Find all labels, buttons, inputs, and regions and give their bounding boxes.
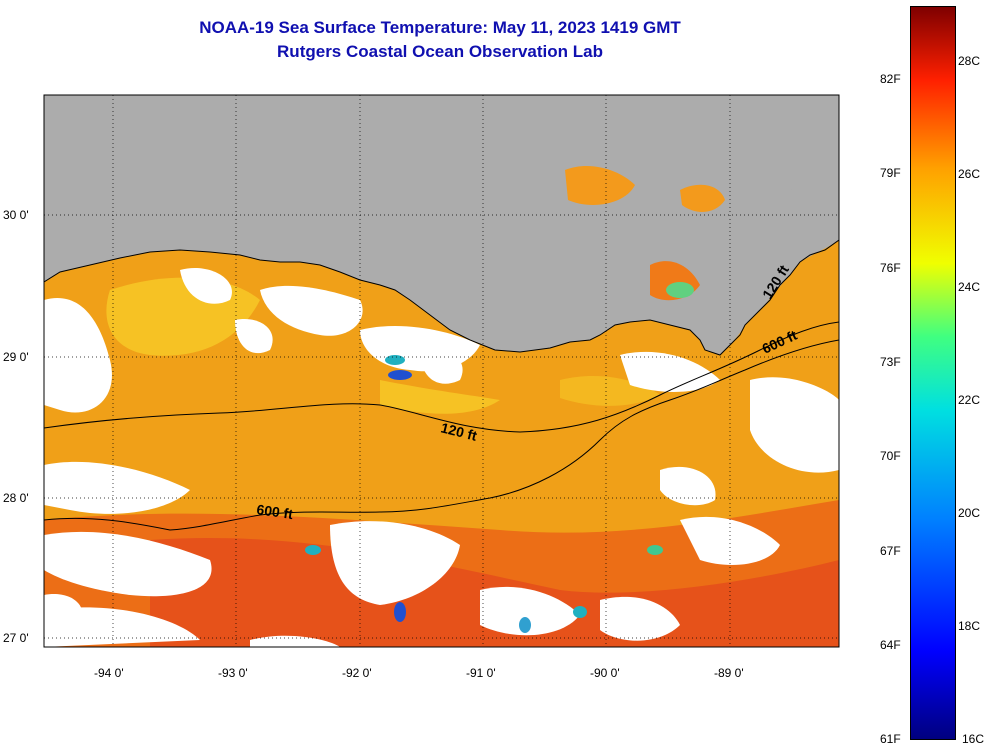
lat-label: 30 0' [3,208,29,222]
shelf-water-2 [380,380,500,414]
lake-water-3 [680,184,725,212]
colorbar-f-label: 64F [880,638,901,652]
map-subtitle: Rutgers Coastal Ocean Observation Lab [277,42,603,61]
lat-label: 28 0' [3,491,29,505]
colorbar-c-label: 20C [958,506,981,520]
colorbar-c-label: 24C [958,280,981,294]
colorbar-c-label: 16C [962,732,985,746]
colorbar-f-label: 76F [880,261,901,275]
contour-120ft [44,321,839,433]
lat-label: 27 0' [3,631,29,645]
lon-label: -91 0' [466,666,496,680]
lon-label: -94 0' [94,666,124,680]
colorbar-f-label: 70F [880,449,901,463]
colorbar-c-label: 22C [958,393,981,407]
lon-label: -89 0' [714,666,744,680]
lat-label: 29 0' [3,350,29,364]
colorbar-f-label: 73F [880,355,901,369]
cold-spots [305,282,694,633]
lon-label: -92 0' [342,666,372,680]
map-title: NOAA-19 Sea Surface Temperature: May 11,… [199,18,681,37]
colorbar-f-label: 67F [880,544,901,558]
grid [44,95,839,647]
lon-label: -93 0' [218,666,248,680]
delta-land [728,180,839,330]
colorbar-c-label: 18C [958,619,981,633]
colorbar-f-label: 82F [880,72,901,86]
map-frame [43,94,840,648]
colorbar-gradient [911,7,955,739]
contour-label-600-west: 600 ft [256,501,295,522]
colorbar-f-label: 79F [880,166,901,180]
contour-600ft [44,339,839,531]
land-mass [44,95,839,355]
colorbar-frame [910,6,956,740]
colorbar-c-label: 26C [958,167,981,181]
lake-water-1 [565,165,635,205]
colorbar-f-label: 61F [880,732,901,746]
lon-label: -90 0' [590,666,620,680]
coastline [44,239,839,356]
cloud-cover [44,268,839,647]
colorbar-c-label: 28C [958,54,981,68]
map-area [44,95,839,647]
